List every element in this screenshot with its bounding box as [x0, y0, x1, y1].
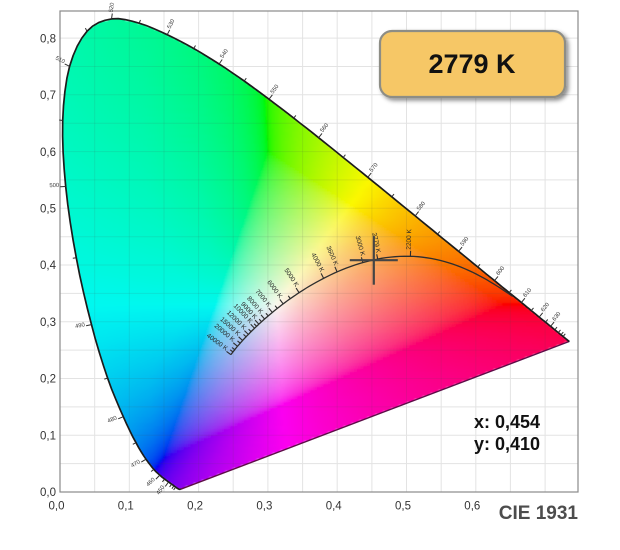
svg-text:480: 480: [107, 415, 118, 424]
svg-text:530: 530: [167, 19, 177, 30]
svg-text:500: 500: [49, 183, 59, 189]
svg-text:0,5: 0,5: [40, 204, 56, 216]
svg-text:520: 520: [109, 2, 116, 12]
svg-text:0,6: 0,6: [464, 501, 480, 513]
svg-text:2200 K: 2200 K: [406, 228, 414, 249]
svg-text:0,0: 0,0: [49, 501, 65, 513]
svg-text:0,6: 0,6: [40, 147, 56, 159]
svg-text:570: 570: [369, 162, 380, 173]
svg-text:540: 540: [219, 48, 229, 59]
svg-text:0,4: 0,4: [40, 260, 57, 272]
svg-text:460: 460: [146, 477, 157, 488]
svg-text:0,1: 0,1: [118, 501, 134, 513]
svg-text:0,2: 0,2: [187, 501, 203, 513]
svg-text:450: 450: [156, 485, 167, 496]
svg-text:610: 610: [522, 287, 533, 298]
svg-text:0,0: 0,0: [40, 487, 56, 499]
svg-text:0,2: 0,2: [40, 374, 56, 386]
svg-text:y: 0,410: y: 0,410: [474, 434, 540, 454]
svg-text:550: 550: [270, 84, 281, 95]
svg-text:560: 560: [319, 123, 330, 134]
svg-text:0,3: 0,3: [256, 501, 272, 513]
svg-text:0,8: 0,8: [40, 33, 56, 45]
svg-text:580: 580: [416, 201, 427, 212]
svg-text:600: 600: [496, 266, 507, 277]
svg-text:2779 K: 2779 K: [370, 232, 381, 254]
svg-text:0,3: 0,3: [40, 317, 56, 329]
svg-text:2779 K: 2779 K: [428, 49, 516, 79]
svg-text:620: 620: [540, 302, 551, 313]
svg-text:CIE 1931: CIE 1931: [499, 503, 579, 524]
svg-text:630: 630: [552, 311, 563, 322]
svg-text:0,5: 0,5: [395, 501, 411, 513]
svg-text:0,4: 0,4: [326, 501, 343, 513]
svg-text:0,7: 0,7: [40, 90, 56, 102]
svg-text:x: 0,454: x: 0,454: [474, 412, 540, 432]
svg-text:590: 590: [460, 236, 471, 247]
svg-text:0,1: 0,1: [40, 431, 56, 443]
svg-text:510: 510: [54, 56, 65, 66]
svg-text:490: 490: [75, 322, 86, 330]
svg-text:470: 470: [130, 459, 141, 469]
